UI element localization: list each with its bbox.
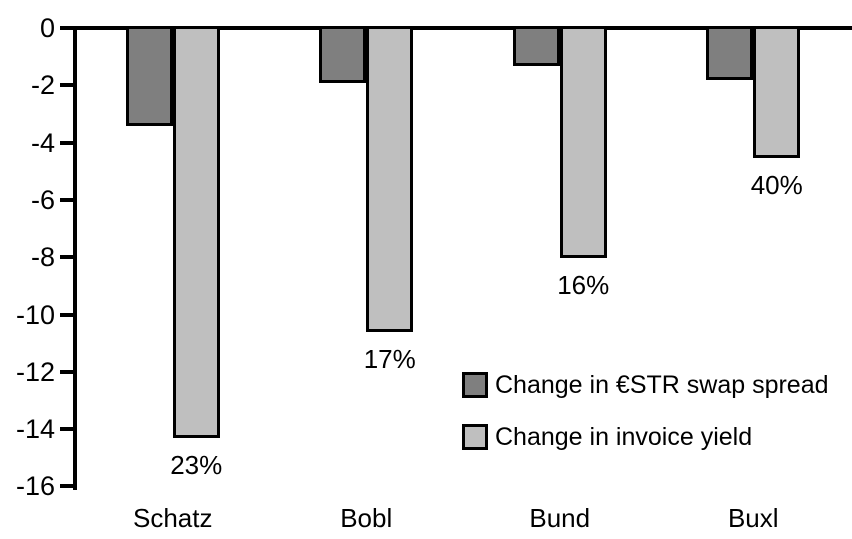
x-axis-category-label: Bobl	[340, 503, 393, 533]
legend-item-swap-spread: Change in €STR swap spread	[462, 372, 829, 398]
bar-value-label: 23%	[170, 450, 223, 480]
legend-label-swap-spread: Change in €STR swap spread	[495, 371, 829, 399]
bar-buxl-series-0	[706, 26, 754, 80]
bar-value-label: 16%	[557, 270, 610, 300]
bar-schatz-series-1	[172, 26, 220, 438]
y-axis-line	[73, 26, 77, 491]
legend-item-invoice-yield: Change in invoice yield	[462, 424, 829, 450]
bar-bobl-series-1	[366, 26, 414, 332]
y-axis-tick	[60, 83, 73, 88]
y-axis-tick-label: -6	[30, 184, 55, 215]
y-axis-tick	[60, 26, 73, 30]
y-axis-tick	[60, 255, 73, 260]
bar-buxl-series-1	[753, 26, 801, 158]
x-axis-line	[65, 26, 852, 30]
bar-value-label: 40%	[750, 170, 803, 200]
y-axis-tick	[60, 369, 73, 374]
legend-swatch-swap-spread-icon	[462, 372, 488, 398]
y-axis-tick-label: -2	[30, 70, 55, 101]
bar-bund-series-1	[559, 26, 607, 258]
legend-swatch-invoice-yield-icon	[462, 424, 488, 450]
y-axis-tick-label: -10	[15, 299, 55, 330]
bar-value-label: 17%	[363, 344, 416, 374]
y-axis-tick-label: -14	[15, 414, 55, 445]
legend-label-invoice-yield: Change in invoice yield	[495, 423, 753, 451]
bar-bund-series-0	[512, 26, 560, 66]
bar-bobl-series-0	[319, 26, 367, 83]
y-axis-tick	[60, 197, 73, 202]
y-axis-tick	[60, 140, 73, 145]
bar-schatz-series-0	[125, 26, 173, 126]
y-axis-tick-label: -16	[15, 471, 55, 502]
y-axis-tick	[60, 312, 73, 317]
y-axis-tick	[60, 427, 73, 432]
legend: Change in €STR swap spread Change in inv…	[462, 372, 829, 476]
y-axis-tick-label: -4	[30, 127, 55, 158]
x-axis-category-label: Bund	[529, 503, 591, 533]
y-axis-tick-label: -12	[15, 356, 55, 387]
y-axis-tick-label: 0	[39, 13, 55, 43]
y-axis-tick	[60, 484, 73, 489]
x-axis-category-label: Schatz	[133, 503, 213, 533]
x-axis-category-label: Buxl	[727, 503, 779, 533]
y-axis-tick-label: -8	[30, 242, 55, 273]
